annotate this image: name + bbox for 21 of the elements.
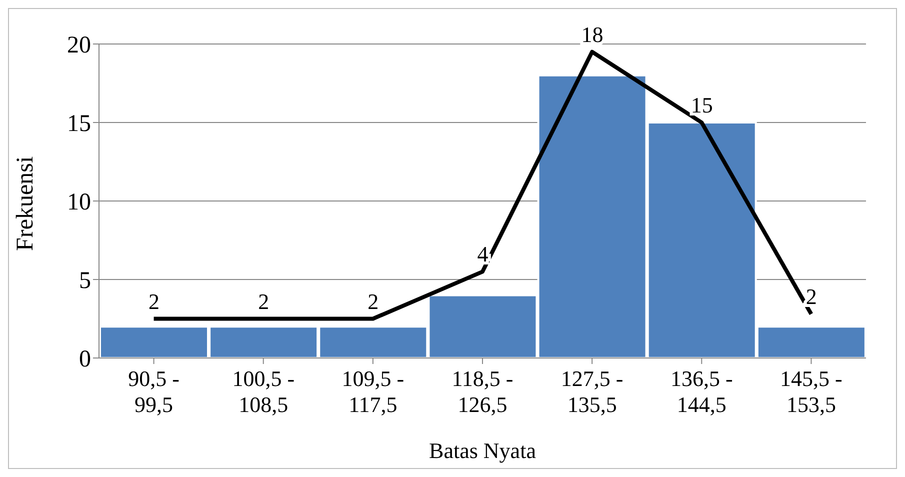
y-tick-label: 0 [79, 346, 91, 373]
y-tick-label: 5 [79, 268, 91, 294]
x-tick-label: 136,5 - 144,5 [670, 366, 733, 417]
data-label: 18 [581, 22, 604, 47]
data-label: 2 [148, 288, 160, 314]
data-label: 2 [258, 288, 270, 314]
y-tick-label: 10 [67, 190, 91, 216]
x-tick-label: 100,5 - 108,5 [232, 366, 295, 417]
x-tick-label: 118,5 - 126,5 [452, 366, 514, 417]
data-label: 4 [477, 242, 488, 267]
y-tick-label: 15 [67, 111, 91, 138]
x-tick-label: 90,5 - 99,5 [128, 366, 180, 417]
x-tick-label: 109,5 - 117,5 [342, 366, 404, 417]
data-label: 2 [806, 284, 817, 310]
x-axis-title: Batas Nyata [429, 438, 536, 463]
data-label: 15 [690, 92, 713, 118]
x-tick-label: 127,5 - 135,5 [560, 366, 624, 417]
data-label: 2 [368, 288, 379, 314]
y-axis-title: Frekuensi [12, 156, 39, 251]
y-tick-label: 20 [67, 32, 91, 59]
x-tick-label: 145,5 - 153,5 [780, 366, 842, 417]
